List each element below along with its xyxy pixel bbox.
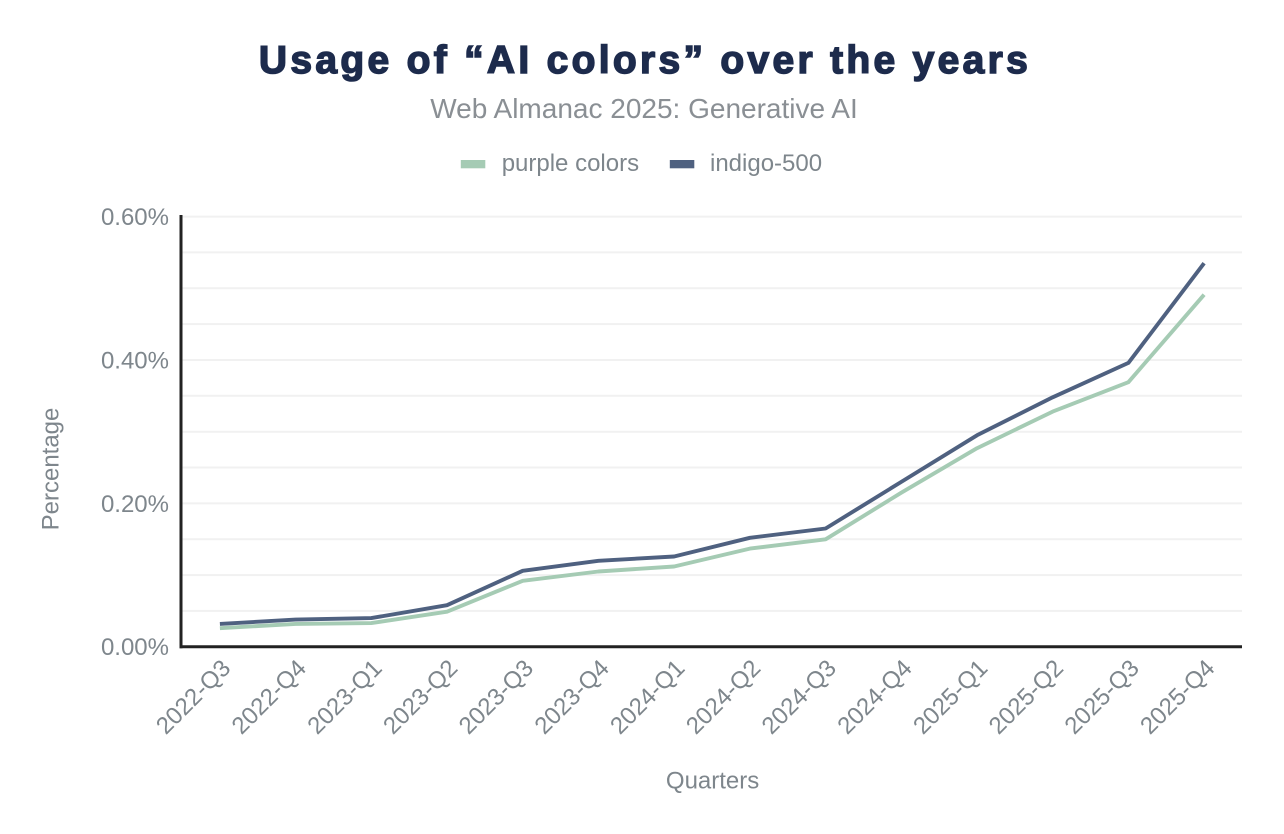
svg-text:0.20%: 0.20% <box>101 491 169 518</box>
svg-text:Usage of “AI colors” over the: Usage of “AI colors” over the years <box>259 39 1031 82</box>
svg-text:0.40%: 0.40% <box>101 347 169 374</box>
svg-text:0.00%: 0.00% <box>101 634 169 661</box>
svg-text:Percentage: Percentage <box>38 408 65 531</box>
svg-text:Web Almanac 2025: Generative A: Web Almanac 2025: Generative AI <box>430 93 858 124</box>
svg-text:purple colors: purple colors <box>502 150 639 177</box>
svg-text:Quarters: Quarters <box>666 767 759 794</box>
svg-text:indigo-500: indigo-500 <box>710 150 822 177</box>
svg-text:0.60%: 0.60% <box>101 204 169 231</box>
